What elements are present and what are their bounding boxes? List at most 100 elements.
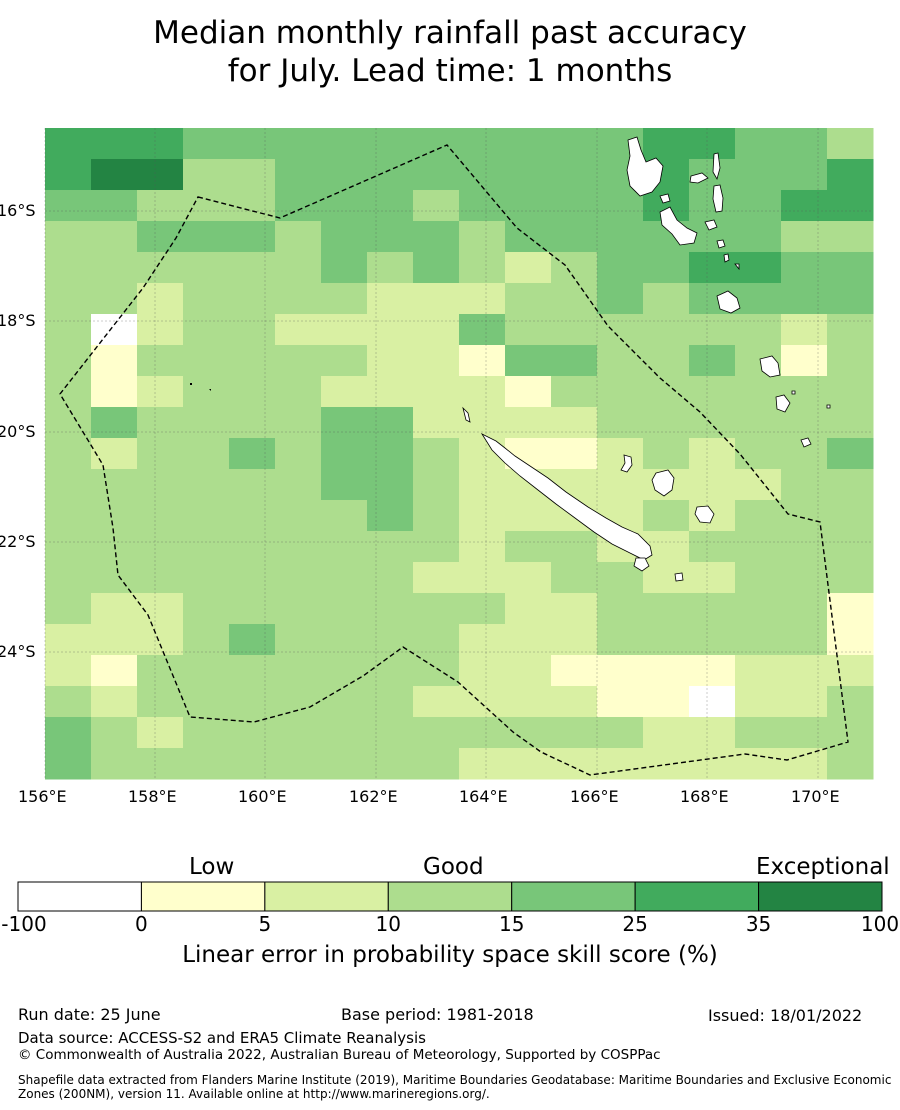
skill-cell (91, 345, 138, 377)
chart-title-line-1: Median monthly rainfall past accuracy (153, 15, 747, 51)
skill-cell (229, 655, 276, 687)
skill-cell (229, 438, 276, 470)
skill-cell (689, 407, 736, 439)
colorbar-tick-label: 10 (375, 912, 402, 936)
skill-cell (321, 593, 368, 625)
skill-cell (45, 190, 92, 222)
longitude-tick-label: 164°E (459, 787, 508, 806)
skill-cell (367, 593, 414, 625)
skill-cell (689, 593, 736, 625)
skill-cell (91, 314, 138, 346)
skill-cell (459, 376, 506, 408)
skill-cell (689, 314, 736, 346)
skill-cell (597, 221, 644, 253)
skill-cell (229, 190, 276, 222)
skill-cell (643, 717, 690, 749)
skill-cell (321, 190, 368, 222)
skill-cell (643, 748, 690, 780)
skill-cell (643, 283, 690, 315)
skill-cell (551, 407, 598, 439)
skill-cell (229, 128, 276, 160)
skill-cell (183, 190, 230, 222)
skill-cell (91, 593, 138, 625)
skill-cell (505, 314, 552, 346)
skill-cell (137, 438, 184, 470)
skill-cell (183, 159, 230, 191)
skill-cell (735, 593, 782, 625)
skill-cell (413, 345, 460, 377)
skill-cell (551, 686, 598, 718)
skill-cell (505, 376, 552, 408)
skill-cell (827, 562, 874, 594)
skill-cell (827, 438, 874, 470)
skill-cell (459, 748, 506, 780)
skill-cell (183, 252, 230, 284)
skill-cell (367, 655, 414, 687)
colorbar-tick-label: 35 (745, 912, 772, 936)
skill-cell (137, 717, 184, 749)
skill-cell (45, 345, 92, 377)
skill-cell (459, 717, 506, 749)
latitude-tick-label: 18°S (0, 311, 36, 330)
skill-cell (137, 376, 184, 408)
skill-cell (91, 717, 138, 749)
skill-cell (505, 500, 552, 532)
skill-cell (505, 624, 552, 656)
skill-cell (183, 345, 230, 377)
skill-cell (551, 190, 598, 222)
skill-cell (367, 314, 414, 346)
skill-cell (321, 748, 368, 780)
skill-cell (275, 469, 322, 501)
skill-cell (321, 531, 368, 563)
skill-cell (735, 717, 782, 749)
skill-cell (551, 717, 598, 749)
colorbar-category-good: Good (423, 854, 484, 880)
skill-cell (321, 283, 368, 315)
skill-cell (505, 159, 552, 191)
pentecost-island (712, 184, 724, 213)
skill-cell (505, 655, 552, 687)
skill-cell (367, 624, 414, 656)
colorbar-segment (17, 881, 142, 912)
skill-cell (735, 252, 782, 284)
skill-cell (91, 686, 138, 718)
skill-cell (505, 593, 552, 625)
skill-cell (459, 593, 506, 625)
skill-cell (505, 190, 552, 222)
skill-cell (505, 252, 552, 284)
skill-cell (781, 748, 828, 780)
skill-cell (321, 345, 368, 377)
skill-cell (781, 500, 828, 532)
malo-island (659, 193, 671, 204)
data-source: Data source: ACCESS-S2 and ERA5 Climate … (18, 1029, 426, 1047)
skill-cell (275, 221, 322, 253)
skill-cell (735, 748, 782, 780)
skill-cell (367, 345, 414, 377)
skill-cell (597, 283, 644, 315)
skill-cell (781, 345, 828, 377)
skill-cell (597, 469, 644, 501)
skill-cell (505, 531, 552, 563)
skill-cell (459, 159, 506, 191)
skill-cell (45, 531, 92, 563)
skill-cell (413, 283, 460, 315)
skill-cell (321, 562, 368, 594)
skill-cell (229, 562, 276, 594)
skill-cell (689, 128, 736, 160)
skill-cell (229, 624, 276, 656)
skill-cell (275, 376, 322, 408)
skill-cell (275, 531, 322, 563)
skill-cell (275, 314, 322, 346)
skill-cell (229, 376, 276, 408)
colorbar-segment (511, 881, 636, 912)
skill-cell (551, 221, 598, 253)
skill-cell (827, 221, 874, 253)
skill-cell (275, 562, 322, 594)
skill-cell (597, 717, 644, 749)
skill-cell (781, 686, 828, 718)
skill-cell (735, 128, 782, 160)
skill-cell (551, 531, 598, 563)
longitude-tick-label: 156°E (18, 787, 67, 806)
skill-cell (459, 562, 506, 594)
shapefile-credit: Shapefile data extracted from Flanders M… (18, 1073, 892, 1101)
